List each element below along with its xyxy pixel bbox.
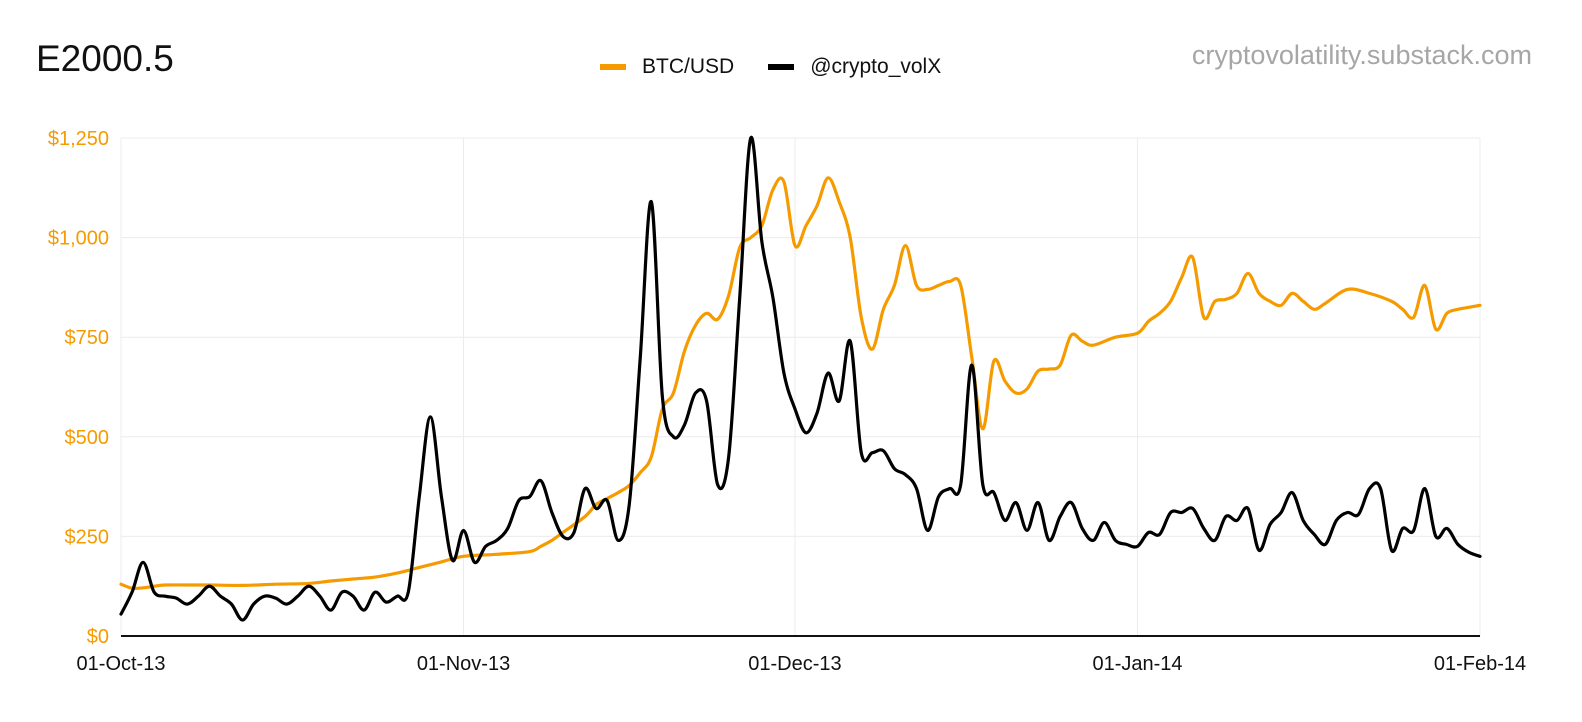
- legend-swatch-btc: [600, 64, 626, 70]
- x-tick-label: 01-Oct-13: [77, 653, 166, 675]
- y-tick-label: $500: [65, 427, 110, 449]
- chart-title: E2000.5: [36, 38, 174, 79]
- y-tick-label: $0: [87, 626, 109, 648]
- chart-legend: BTC/USD @crypto_volX: [600, 55, 975, 79]
- x-tick-label: 01-Dec-13: [748, 653, 841, 675]
- legend-item-btc[interactable]: BTC/USD: [600, 55, 734, 79]
- legend-item-vol[interactable]: @crypto_volX: [768, 55, 941, 79]
- legend-swatch-vol: [768, 64, 795, 70]
- x-tick-label: 01-Jan-14: [1092, 653, 1182, 675]
- y-tick-label: $1,000: [48, 228, 109, 250]
- x-tick-label: 01-Feb-14: [1434, 653, 1526, 675]
- y-tick-label: $250: [65, 526, 110, 548]
- btc-line: [119, 176, 1482, 591]
- y-tick-label: $750: [65, 327, 110, 349]
- y-tick-label: $1,250: [48, 128, 109, 150]
- x-tick-label: 01-Nov-13: [417, 653, 510, 675]
- legend-label-btc: BTC/USD: [642, 55, 735, 78]
- vol-line: [119, 135, 1482, 622]
- source-watermark: cryptovolatility.substack.com: [1191, 40, 1532, 70]
- legend-label-vol: @crypto_volX: [810, 55, 942, 78]
